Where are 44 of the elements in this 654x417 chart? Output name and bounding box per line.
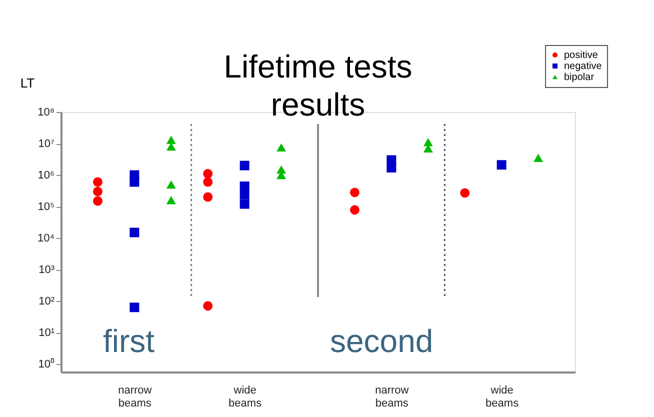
- point: [203, 168, 213, 178]
- point: [350, 188, 360, 198]
- y-tick-label: 10⁴: [38, 232, 55, 245]
- y-tick-label: 10¹: [38, 327, 55, 340]
- point: [166, 180, 176, 189]
- point: [240, 160, 250, 170]
- x-tick-label: narrow beams: [375, 384, 409, 410]
- chart-title: Lifetime tests results: [224, 48, 412, 122]
- point: [166, 136, 176, 144]
- y-axis-title: LT: [20, 76, 35, 90]
- point: [423, 138, 433, 146]
- point: [240, 199, 250, 209]
- legend-label: negative: [564, 61, 602, 72]
- y-tick-label: 10²: [38, 296, 55, 308]
- point: [460, 188, 470, 198]
- point: [166, 196, 176, 204]
- point: [92, 196, 102, 206]
- legend-label: positive: [564, 50, 598, 61]
- point: [92, 177, 102, 187]
- annotation: first: [103, 323, 155, 359]
- point: [203, 177, 213, 187]
- point: [130, 228, 140, 238]
- point: [130, 302, 140, 312]
- legend-label: bipolar: [564, 72, 595, 83]
- annotation: second: [330, 323, 434, 359]
- y-tick-label: 10⁸: [38, 106, 54, 118]
- point: [240, 190, 250, 200]
- y-tick-label: 10³: [38, 264, 55, 276]
- point: [203, 192, 213, 202]
- point: [130, 177, 140, 187]
- y-tick-label: 10⁰: [38, 358, 54, 371]
- point: [386, 163, 396, 172]
- point: [534, 154, 544, 162]
- point: [92, 186, 102, 196]
- y-tick-label: 10⁵: [38, 201, 54, 214]
- point: [203, 301, 213, 311]
- x-tick-label: narrow beams: [118, 384, 152, 410]
- point: [496, 160, 506, 170]
- y-tick-label: 10⁷: [38, 138, 55, 150]
- y-tick-label: 10⁶: [38, 170, 54, 182]
- point: [350, 205, 360, 215]
- point: [276, 143, 286, 152]
- x-tick-label: wide beams: [486, 384, 520, 410]
- x-tick-label: wide beams: [228, 384, 262, 410]
